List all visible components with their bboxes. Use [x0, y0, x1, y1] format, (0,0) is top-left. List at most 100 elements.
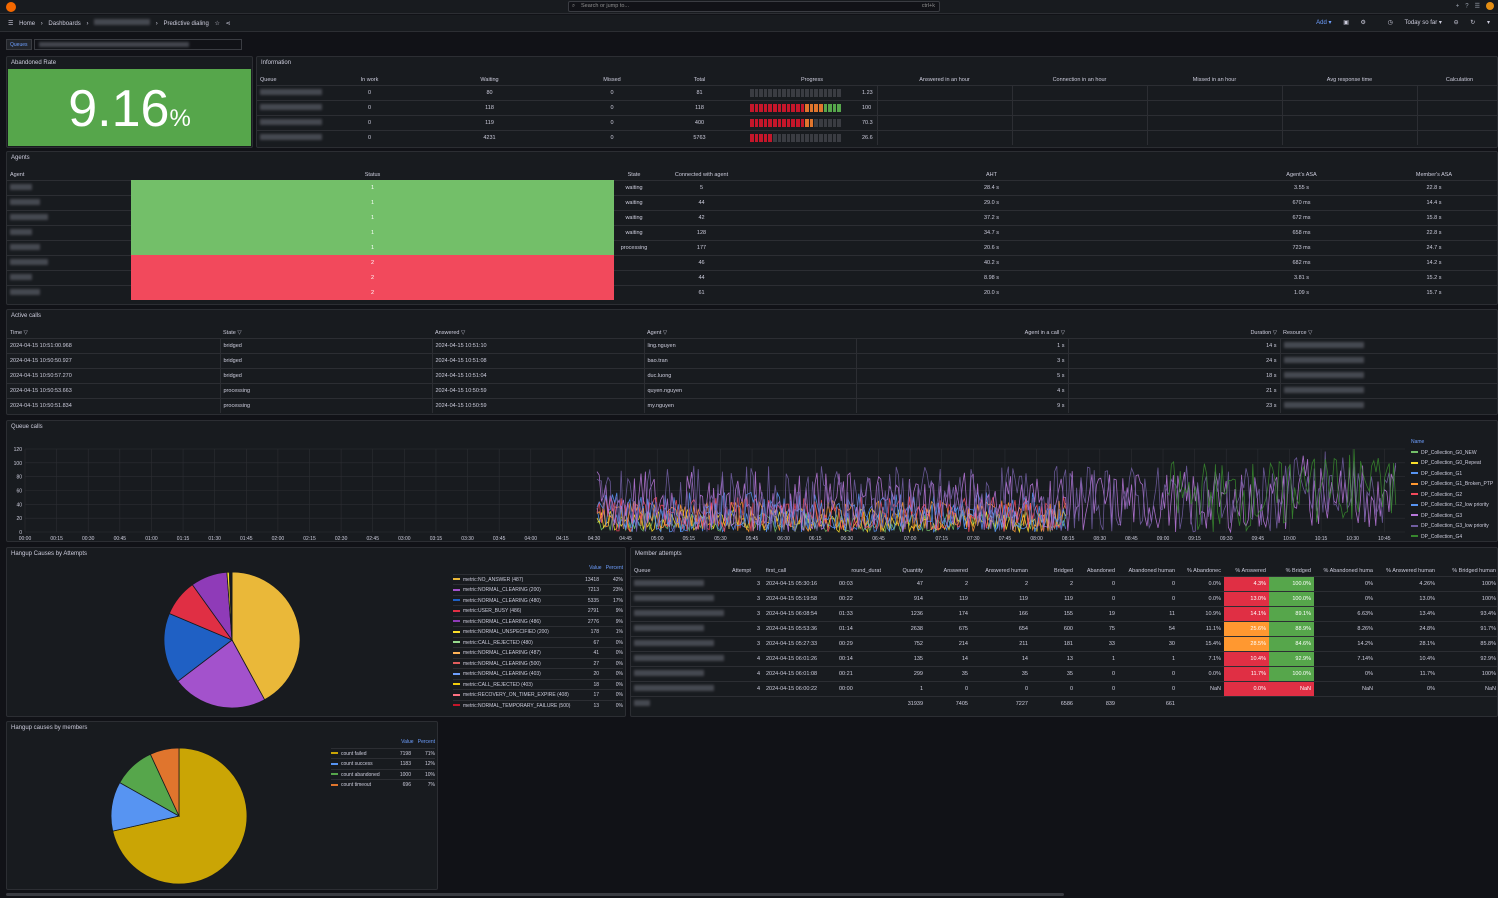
- add-button[interactable]: Add ▾: [1316, 20, 1332, 26]
- breadcrumb-dashboards[interactable]: Dashboards: [48, 21, 81, 27]
- pie-slice[interactable]: [149, 747, 180, 817]
- save-icon[interactable]: ▣: [1343, 20, 1349, 26]
- column-header[interactable]: Missed: [603, 76, 621, 83]
- column-header[interactable]: Time ▽: [7, 328, 220, 338]
- column-header[interactable]: % Abandonec: [1187, 567, 1221, 574]
- chevron-down-icon[interactable]: ▾: [1486, 20, 1490, 26]
- menu-icon[interactable]: ☰: [8, 21, 14, 27]
- column-header[interactable]: % Bridged human: [1452, 567, 1496, 574]
- legend-item[interactable]: DP_Collection_G1: [1411, 469, 1497, 480]
- column-header[interactable]: Missed in an hour: [1192, 76, 1237, 83]
- legend-item[interactable]: metric:NORMAL_TEMPORARY_FAILURE (500) 13 0…: [453, 699, 623, 711]
- column-header[interactable]: % Bridged: [1285, 567, 1311, 574]
- column-header[interactable]: Agent ▽: [644, 328, 856, 338]
- legend-item[interactable]: metric:NORMAL_CLEARING (486) 2776 9%: [453, 615, 623, 627]
- legend-item[interactable]: metric:NORMAL_CLEARING (200) 7213 23%: [453, 584, 623, 595]
- legend-item[interactable]: DP_Collection_G1_Broken_PTP: [1411, 479, 1497, 490]
- legend-item[interactable]: metric:NORMAL_CLEARING (500) 27 0%: [453, 657, 623, 669]
- filter-icon[interactable]: ▽: [459, 329, 466, 336]
- filter-icon[interactable]: ▽: [1306, 329, 1313, 336]
- column-header[interactable]: Answered human: [985, 567, 1028, 574]
- grafana-logo-icon[interactable]: [6, 2, 16, 12]
- help-icon[interactable]: ?: [1465, 3, 1475, 10]
- time-picker[interactable]: ◷ Today so far ▾: [1387, 20, 1442, 26]
- legend-item[interactable]: DP_Collection_G2: [1411, 490, 1497, 501]
- legend-item[interactable]: DP_Collection_G3: [1411, 511, 1497, 522]
- column-header[interactable]: Calculation: [1445, 76, 1474, 83]
- column-header[interactable]: Bridged: [1054, 567, 1073, 574]
- filter-icon[interactable]: ▽: [1271, 329, 1277, 336]
- legend-item[interactable]: DP_Collection_G4: [1411, 532, 1497, 542]
- column-header[interactable]: Connection in an hour: [1052, 76, 1107, 83]
- column-header[interactable]: Connected with agent: [674, 171, 729, 178]
- column-header[interactable]: Waiting: [480, 76, 499, 83]
- column-header[interactable]: Queue: [260, 76, 277, 83]
- legend-item[interactable]: count abandoned 1000 10%: [331, 768, 435, 780]
- column-header[interactable]: round_durat: [851, 567, 881, 574]
- legend-item[interactable]: metric:NORMAL_UNSPECIFIED (200) 178 1%: [453, 626, 623, 637]
- queues-variable-select[interactable]: [33, 39, 242, 50]
- legend-item[interactable]: metric:CALL_REJECTED (480) 67 0%: [453, 636, 623, 648]
- column-header[interactable]: Attempt: [732, 567, 751, 574]
- column-header[interactable]: Total: [693, 76, 706, 83]
- column-header[interactable]: Avg response time: [1326, 76, 1373, 83]
- pie-slice[interactable]: [163, 613, 233, 682]
- settings-icon[interactable]: ⚙: [1360, 20, 1366, 26]
- legend-item[interactable]: DP_Collection_G0_Repeat: [1411, 458, 1497, 469]
- legend-item[interactable]: metric:USER_BUSY (486) 2791 9%: [453, 605, 623, 616]
- column-header[interactable]: Member's ASA: [1415, 171, 1453, 178]
- pie-slice[interactable]: [231, 571, 301, 701]
- column-header[interactable]: In work: [360, 76, 379, 83]
- column-header[interactable]: Agent in a call ▽: [856, 328, 1068, 338]
- column-header[interactable]: Agent: [10, 171, 25, 178]
- avatar[interactable]: [1486, 2, 1494, 10]
- legend-item[interactable]: metric:NO_ANSWER (487) 13418 42%: [453, 573, 623, 585]
- column-header[interactable]: Abandoned: [1086, 567, 1115, 574]
- breadcrumb-folder-redacted[interactable]: [94, 19, 151, 25]
- column-header[interactable]: % Answered: [1235, 567, 1266, 574]
- share-icon[interactable]: ⋖: [225, 21, 231, 27]
- column-header[interactable]: Progress: [800, 76, 823, 83]
- legend-item[interactable]: metric:NORMAL_CLEARING (403) 20 0%: [453, 668, 623, 679]
- column-header[interactable]: State: [627, 171, 641, 178]
- legend-item[interactable]: count success 1183 12%: [331, 758, 435, 769]
- legend-item[interactable]: metric:RECOVERY_ON_TIMER_EXPIRE (408) 17 0…: [453, 689, 623, 700]
- legend-item[interactable]: DP_Collection_G2_low priority: [1411, 500, 1497, 511]
- filter-icon[interactable]: ▽: [1059, 329, 1065, 336]
- column-header[interactable]: first_call: [766, 567, 787, 574]
- column-header[interactable]: AHT: [986, 171, 997, 178]
- column-header[interactable]: Quantity: [902, 567, 923, 574]
- search-input[interactable]: ⌕ Search or jump to... ctrl+k: [568, 1, 940, 12]
- column-header[interactable]: Queue: [634, 567, 651, 574]
- legend-item[interactable]: DP_Collection_G3_low priority: [1411, 521, 1497, 532]
- plus-icon[interactable]: +: [1455, 3, 1466, 10]
- breadcrumb-home[interactable]: Home: [19, 21, 36, 27]
- legend-item[interactable]: metric:NORMAL_CLEARING (480) 5335 17%: [453, 594, 623, 606]
- column-header[interactable]: % Answered human: [1386, 567, 1435, 574]
- column-header[interactable]: Resource ▽: [1280, 328, 1497, 338]
- star-icon[interactable]: ☆: [214, 21, 220, 27]
- horizontal-scrollbar[interactable]: [6, 893, 1064, 896]
- legend-item[interactable]: count failed 7198 71%: [331, 747, 435, 759]
- column-header[interactable]: Status: [364, 172, 381, 178]
- legend-item[interactable]: metric:NORMAL_CLEARING (487) 41 0%: [453, 647, 623, 658]
- legend-item[interactable]: count timeout 696 7%: [331, 779, 435, 790]
- column-header[interactable]: % Abandoned huma: [1323, 567, 1373, 574]
- filter-icon[interactable]: ▽: [661, 329, 668, 336]
- column-header[interactable]: Duration ▽: [1068, 328, 1280, 338]
- legend-item[interactable]: metric:CALL_REJECTED (403) 18 0%: [453, 678, 623, 690]
- column-header[interactable]: Answered in an hour: [919, 76, 970, 83]
- column-header[interactable]: Abandoned human: [1128, 567, 1175, 574]
- filter-icon[interactable]: ▽: [235, 329, 242, 336]
- rss-icon[interactable]: ☰: [1474, 3, 1486, 10]
- filter-icon[interactable]: ▽: [22, 329, 28, 336]
- zoom-out-icon[interactable]: ⊖: [1453, 20, 1459, 26]
- pie-slice[interactable]: [177, 639, 266, 709]
- refresh-icon[interactable]: ↻: [1470, 20, 1476, 26]
- column-header[interactable]: Answered: [943, 567, 968, 574]
- pie-slice[interactable]: [112, 747, 248, 885]
- column-header[interactable]: Agent's ASA: [1286, 171, 1317, 178]
- column-header[interactable]: Answered ▽: [432, 328, 644, 338]
- legend-item[interactable]: DP_Collection_G0_NEW: [1411, 448, 1497, 459]
- column-header[interactable]: State ▽: [220, 328, 432, 338]
